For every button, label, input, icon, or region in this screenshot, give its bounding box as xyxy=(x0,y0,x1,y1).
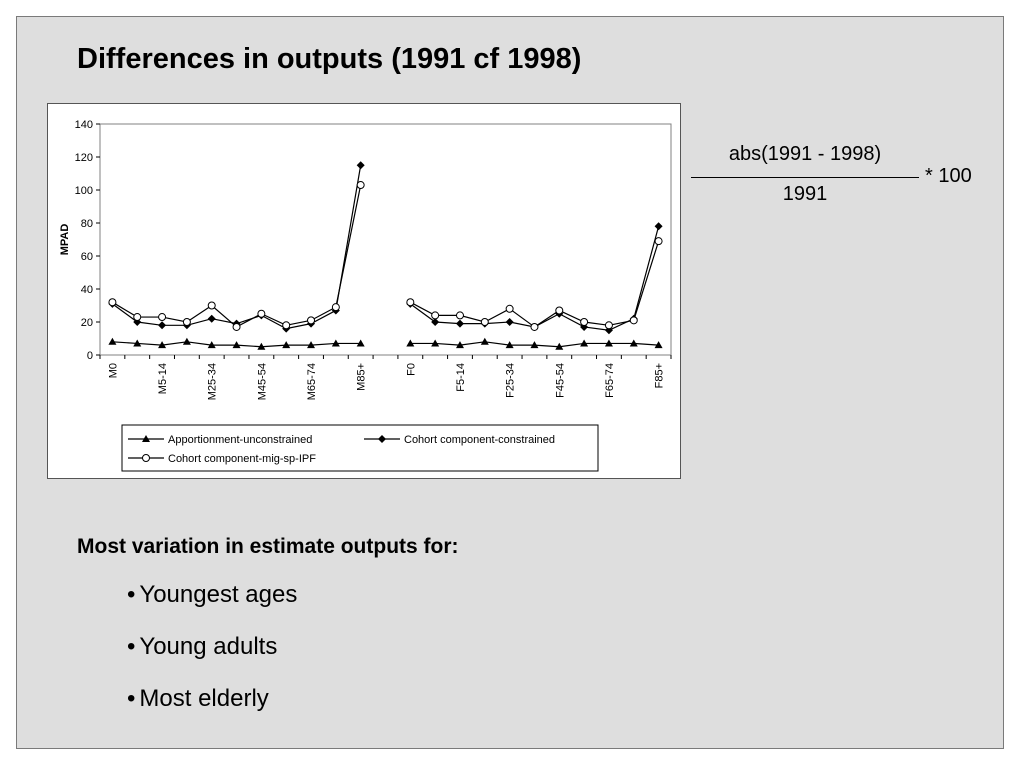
legend-marker xyxy=(142,454,150,462)
data-point xyxy=(232,341,241,349)
data-point xyxy=(232,322,241,331)
variation-item: • Youngest ages xyxy=(127,577,297,629)
y-tick-label: 100 xyxy=(75,185,93,197)
data-point xyxy=(654,341,663,349)
variation-item-label: Youngest ages xyxy=(139,581,298,608)
y-tick-label: 20 xyxy=(81,317,93,329)
x-tick-label: F5-14 xyxy=(455,363,467,392)
slide: Differences in outputs (1991 cf 1998) 0 2… xyxy=(16,16,1004,749)
x-tick-label: M85+ xyxy=(356,363,368,391)
data-point xyxy=(580,339,589,347)
data-point xyxy=(282,341,291,349)
x-tick-label: M65-74 xyxy=(306,363,318,400)
y-axis-label: MPAD xyxy=(59,224,71,256)
slide-title: Differences in outputs (1991 cf 1998) xyxy=(77,43,582,75)
data-point xyxy=(282,321,291,330)
data-point xyxy=(505,318,514,326)
legend-label: Cohort component-mig-sp-IPF xyxy=(168,453,316,465)
variation-item: • Most elderly xyxy=(127,681,297,733)
data-point xyxy=(654,237,663,246)
data-point xyxy=(505,341,514,349)
x-tick-label: M5-14 xyxy=(157,363,169,394)
data-point xyxy=(530,341,539,349)
mpad-formula: abs(1991 - 1998) 1991 * 100 xyxy=(691,143,991,223)
x-tick-label: M45-54 xyxy=(256,363,268,400)
data-point xyxy=(505,304,514,313)
data-point xyxy=(604,321,613,330)
data-point xyxy=(307,341,316,349)
variation-heading: Most variation in estimate outputs for: xyxy=(77,535,459,558)
y-tick-label: 80 xyxy=(81,218,93,230)
data-point xyxy=(108,337,117,345)
data-point xyxy=(307,316,316,325)
data-point xyxy=(431,318,440,326)
data-point xyxy=(133,313,142,322)
x-tick-label: F45-54 xyxy=(554,363,566,398)
data-point xyxy=(455,319,464,328)
variation-item-label: Most elderly xyxy=(139,685,269,712)
y-tick-label: 0 xyxy=(87,350,93,362)
x-tick-label: F65-74 xyxy=(604,363,616,398)
data-point xyxy=(431,311,440,320)
legend-box xyxy=(121,424,599,472)
data-point xyxy=(480,318,489,326)
data-point xyxy=(604,339,613,347)
variation-list: • Youngest ages • Young adults • Most elder… xyxy=(127,577,297,733)
data-point xyxy=(654,222,663,231)
data-point xyxy=(455,311,464,320)
mpad-line-chart: 0 20 40 60 80 100 120 140 MPAD M0 M5-14 M25-34 M45-5… xyxy=(47,103,681,479)
data-point xyxy=(356,181,365,190)
bullet-icon: • xyxy=(127,685,136,712)
data-point xyxy=(257,309,266,318)
formula-multiplier: * 100 xyxy=(925,165,972,187)
data-point xyxy=(555,306,564,315)
y-tick-label: 120 xyxy=(75,152,93,164)
data-point xyxy=(158,313,167,322)
chart-svg: 0 20 40 60 80 100 120 140 MPAD M0 M5-14 M25-34 M45-5… xyxy=(59,119,672,472)
legend-marker xyxy=(142,435,150,442)
data-point xyxy=(480,337,489,345)
data-point xyxy=(158,341,167,349)
data-point xyxy=(406,298,415,307)
bullet-icon: • xyxy=(127,581,136,608)
data-point xyxy=(356,161,365,170)
data-point xyxy=(406,339,415,347)
x-tick-label: F0 xyxy=(405,363,417,376)
formula-numerator: abs(1991 - 1998) xyxy=(728,143,882,165)
variation-item-label: Young adults xyxy=(139,633,278,660)
data-point xyxy=(133,339,142,347)
data-point xyxy=(455,341,464,349)
data-point xyxy=(207,314,216,323)
data-point xyxy=(207,301,216,310)
data-point xyxy=(257,342,266,350)
x-tick-label: F25-34 xyxy=(505,363,517,398)
y-tick-label: 140 xyxy=(75,119,93,131)
formula-denominator: 1991 xyxy=(782,183,828,205)
y-tick-label: 60 xyxy=(81,251,93,263)
data-point xyxy=(182,337,191,345)
data-point xyxy=(431,339,440,347)
data-point xyxy=(555,342,564,350)
data-point xyxy=(331,339,340,347)
legend-label: Apportionment-unconstrained xyxy=(168,434,312,446)
data-point xyxy=(158,321,167,330)
data-point xyxy=(108,298,117,307)
data-point xyxy=(182,318,191,326)
x-tick-label: F85+ xyxy=(654,363,666,388)
data-point xyxy=(629,339,638,347)
data-point xyxy=(580,318,589,326)
y-tick-label: 40 xyxy=(81,284,93,296)
legend-marker xyxy=(378,435,386,443)
formula-fraction-bar xyxy=(691,177,919,178)
data-point xyxy=(207,341,216,349)
data-point xyxy=(530,322,539,331)
x-tick-label: M0 xyxy=(107,363,119,378)
data-point xyxy=(356,339,365,347)
legend-label: Cohort component-constrained xyxy=(404,434,555,446)
bullet-icon: • xyxy=(127,633,136,660)
variation-item: • Young adults xyxy=(127,629,297,681)
data-point xyxy=(331,303,340,312)
x-tick-label: M25-34 xyxy=(207,363,219,400)
data-point xyxy=(629,316,638,325)
